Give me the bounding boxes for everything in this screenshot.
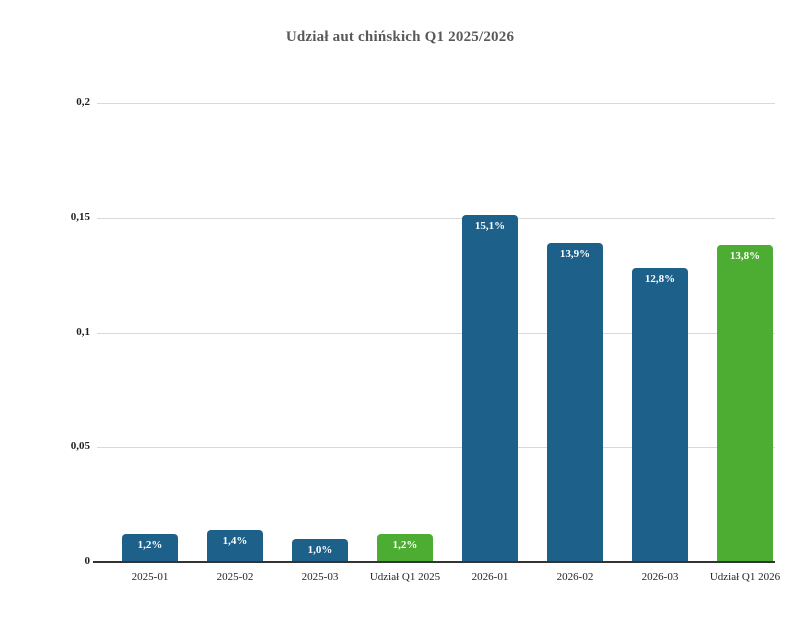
bar-value-label: 1,0%	[307, 544, 333, 556]
bar-value-label: 1,4%	[222, 535, 248, 547]
bar-2025-02: 1,4%	[207, 530, 263, 562]
gridline	[97, 103, 775, 104]
y-axis-tick-label: 0,1	[76, 326, 90, 338]
x-axis-tick-label: 2025-01	[131, 571, 169, 583]
x-axis-tick-label: Udział Q1 2025	[369, 571, 441, 583]
bar-value-label: 13,8%	[729, 250, 761, 262]
gridline	[97, 218, 775, 219]
y-axis-tick-label: 0,05	[70, 440, 90, 452]
x-axis-tick-label: 2026-02	[556, 571, 594, 583]
bar-value-label: 15,1%	[474, 220, 506, 232]
bar-value-label: 1,2%	[137, 539, 163, 551]
bar-value-label: 13,9%	[559, 248, 591, 260]
bar-2026-02: 13,9%	[547, 243, 603, 562]
bar-udział-q1-2025: 1,2%	[377, 534, 433, 562]
x-axis-tick-label: 2026-01	[471, 571, 509, 583]
x-axis-tick-label: 2025-02	[216, 571, 254, 583]
bar-value-label: 12,8%	[644, 273, 676, 285]
y-axis-tick-label: 0	[84, 555, 91, 567]
bar-udział-q1-2026: 13,8%	[717, 245, 773, 562]
x-axis-tick-label: 2025-03	[301, 571, 339, 583]
y-axis-tick-label: 0,15	[70, 211, 90, 223]
x-axis-line	[93, 561, 775, 563]
gridline	[97, 333, 775, 334]
bar-2026-03: 12,8%	[632, 268, 688, 562]
chart-title: Udział aut chińskich Q1 2025/2026	[285, 29, 515, 45]
bar-2025-03: 1,0%	[292, 539, 348, 562]
x-axis-tick-label: Udział Q1 2026	[709, 571, 781, 583]
y-axis-tick-label: 0,2	[76, 96, 90, 108]
x-axis-tick-label: 2026-03	[641, 571, 679, 583]
gridline	[97, 447, 775, 448]
bar-value-label: 1,2%	[392, 539, 418, 551]
bar-2026-01: 15,1%	[462, 215, 518, 562]
bar-2025-01: 1,2%	[122, 534, 178, 562]
